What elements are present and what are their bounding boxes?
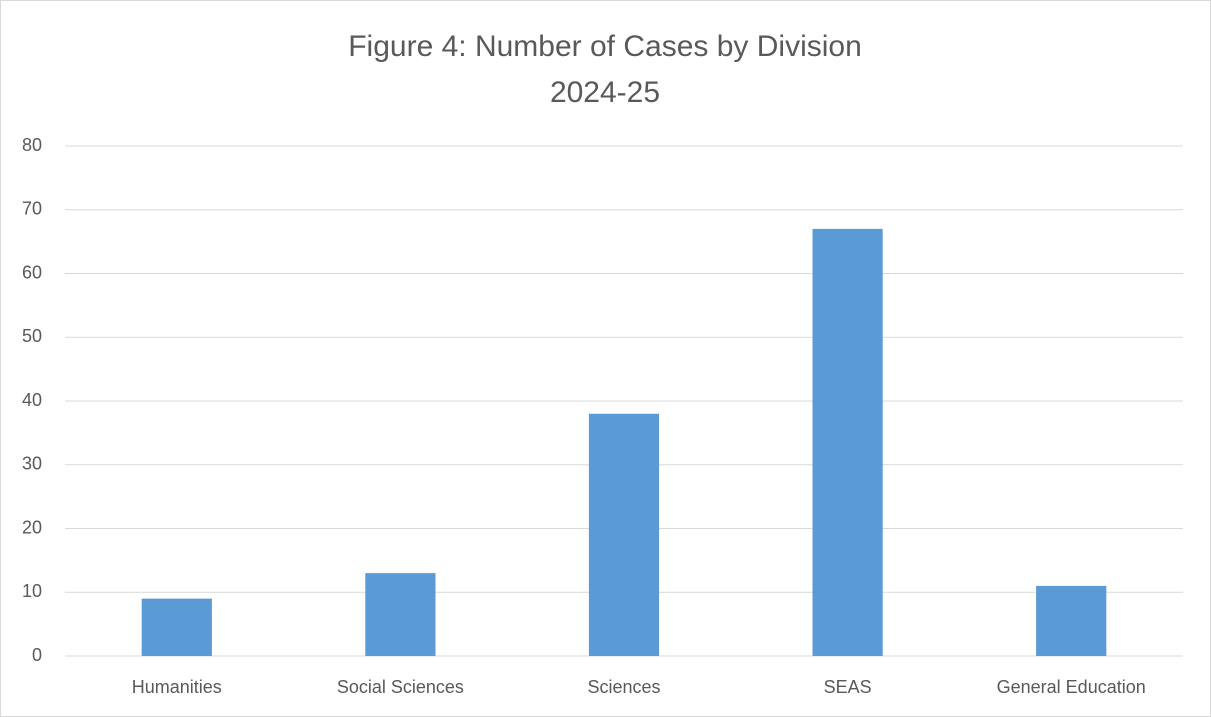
x-tick-label: Sciences xyxy=(587,677,660,697)
bar xyxy=(588,413,660,656)
chart-subtitle: 2024-25 xyxy=(550,76,660,109)
y-tick-label: 20 xyxy=(22,517,42,537)
y-tick-label: 30 xyxy=(22,454,42,474)
bar xyxy=(1036,585,1107,656)
y-tick-label: 50 xyxy=(22,326,42,346)
y-tick-label: 10 xyxy=(22,581,42,601)
x-tick-label: Social Sciences xyxy=(337,677,464,697)
y-tick-label: 80 xyxy=(22,135,42,155)
chart-title: Figure 4: Number of Cases by Division xyxy=(348,30,862,63)
bar xyxy=(812,228,883,656)
y-tick-label: 60 xyxy=(22,262,42,282)
y-tick-label: 70 xyxy=(22,199,42,219)
y-tick-label: 40 xyxy=(22,390,42,410)
bar xyxy=(141,598,212,656)
y-tick-label: 0 xyxy=(32,645,42,665)
x-tick-label: Humanities xyxy=(132,677,222,697)
x-tick-label: General Education xyxy=(997,677,1146,697)
bar xyxy=(365,573,436,656)
x-tick-label: SEAS xyxy=(824,677,872,697)
